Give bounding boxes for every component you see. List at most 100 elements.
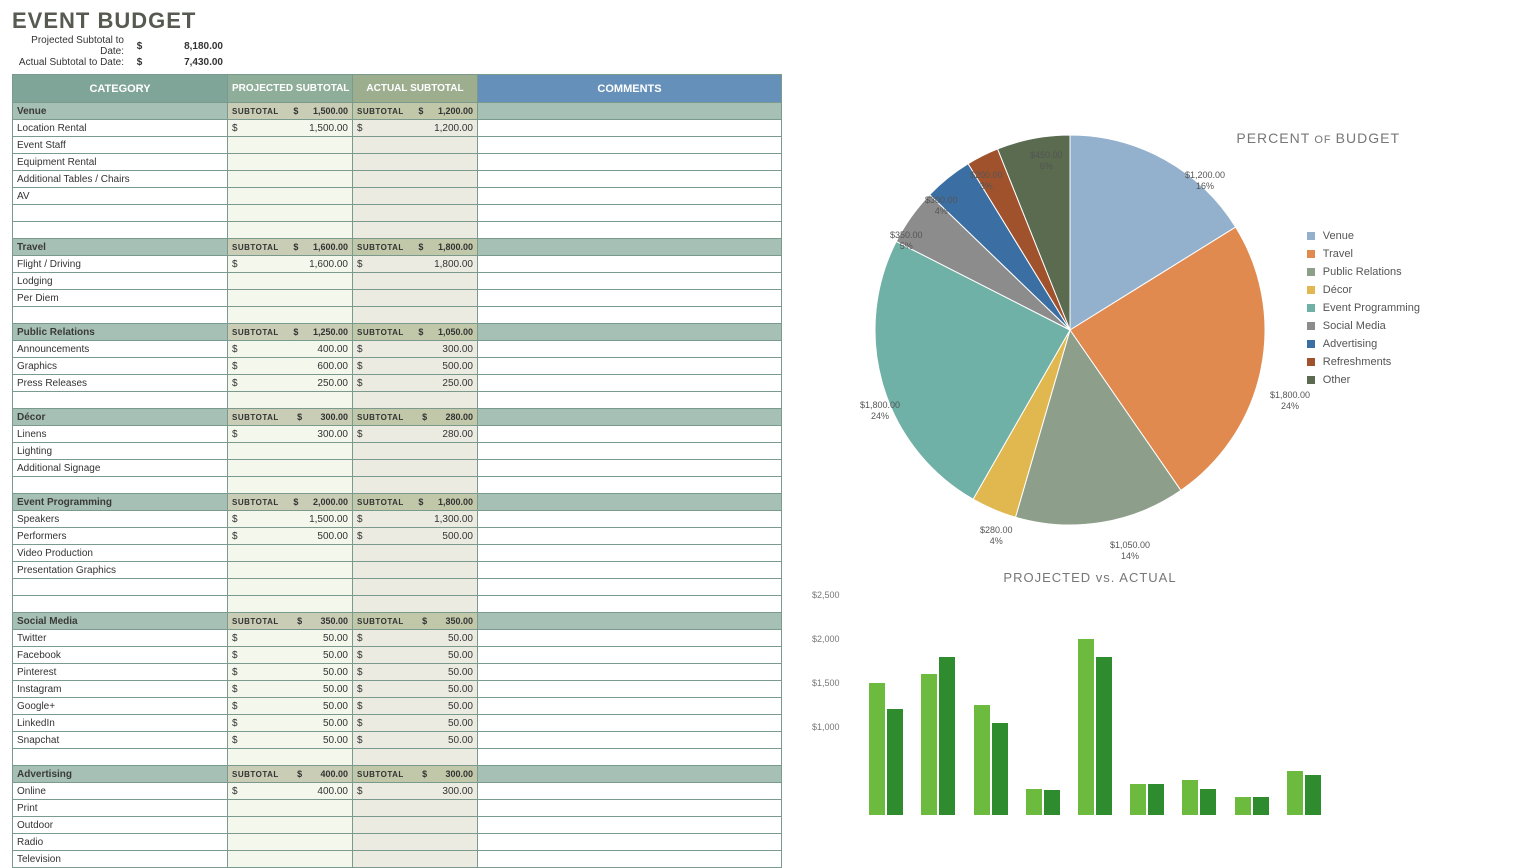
row-label[interactable]: Television bbox=[13, 851, 228, 868]
row-comment[interactable] bbox=[478, 120, 782, 137]
row-projected[interactable] bbox=[228, 579, 353, 596]
section-comment[interactable] bbox=[478, 103, 782, 120]
row-comment[interactable] bbox=[478, 511, 782, 528]
row-projected[interactable]: $1,500.00 bbox=[228, 120, 353, 137]
row-actual[interactable] bbox=[353, 188, 478, 205]
row-label[interactable]: Equipment Rental bbox=[13, 154, 228, 171]
row-comment[interactable] bbox=[478, 188, 782, 205]
row-label[interactable]: Radio bbox=[13, 834, 228, 851]
row-actual[interactable]: $500.00 bbox=[353, 358, 478, 375]
row-projected[interactable] bbox=[228, 800, 353, 817]
row-label[interactable]: AV bbox=[13, 188, 228, 205]
row-comment[interactable] bbox=[478, 647, 782, 664]
row-actual[interactable] bbox=[353, 834, 478, 851]
row-projected[interactable]: $500.00 bbox=[228, 528, 353, 545]
row-actual[interactable]: $250.00 bbox=[353, 375, 478, 392]
row-actual[interactable]: $50.00 bbox=[353, 647, 478, 664]
row-comment[interactable] bbox=[478, 528, 782, 545]
row-actual[interactable] bbox=[353, 443, 478, 460]
row-projected[interactable]: $600.00 bbox=[228, 358, 353, 375]
row-label[interactable]: LinkedIn bbox=[13, 715, 228, 732]
row-comment[interactable] bbox=[478, 851, 782, 868]
row-actual[interactable]: $300.00 bbox=[353, 341, 478, 358]
row-projected[interactable]: $250.00 bbox=[228, 375, 353, 392]
row-label[interactable]: Announcements bbox=[13, 341, 228, 358]
row-actual[interactable]: $300.00 bbox=[353, 783, 478, 800]
row-projected[interactable] bbox=[228, 205, 353, 222]
row-projected[interactable] bbox=[228, 273, 353, 290]
row-projected[interactable]: $400.00 bbox=[228, 783, 353, 800]
row-projected[interactable] bbox=[228, 851, 353, 868]
row-actual[interactable]: $1,200.00 bbox=[353, 120, 478, 137]
row-label[interactable]: Per Diem bbox=[13, 290, 228, 307]
row-actual[interactable]: $50.00 bbox=[353, 664, 478, 681]
row-projected[interactable]: $300.00 bbox=[228, 426, 353, 443]
row-label[interactable]: Graphics bbox=[13, 358, 228, 375]
row-projected[interactable]: $1,600.00 bbox=[228, 256, 353, 273]
section-comment[interactable] bbox=[478, 766, 782, 783]
row-actual[interactable]: $1,800.00 bbox=[353, 256, 478, 273]
row-actual[interactable]: $50.00 bbox=[353, 698, 478, 715]
row-label[interactable]: Google+ bbox=[13, 698, 228, 715]
row-label[interactable]: Online bbox=[13, 783, 228, 800]
row-comment[interactable] bbox=[478, 715, 782, 732]
row-comment[interactable] bbox=[478, 137, 782, 154]
row-projected[interactable] bbox=[228, 188, 353, 205]
row-comment[interactable] bbox=[478, 630, 782, 647]
row-actual[interactable]: $50.00 bbox=[353, 681, 478, 698]
row-label[interactable]: Additional Tables / Chairs bbox=[13, 171, 228, 188]
row-actual[interactable]: $280.00 bbox=[353, 426, 478, 443]
row-projected[interactable] bbox=[228, 290, 353, 307]
row-label[interactable]: Location Rental bbox=[13, 120, 228, 137]
row-label[interactable] bbox=[13, 579, 228, 596]
row-projected[interactable]: $50.00 bbox=[228, 715, 353, 732]
row-actual[interactable] bbox=[353, 851, 478, 868]
row-projected[interactable] bbox=[228, 817, 353, 834]
row-comment[interactable] bbox=[478, 375, 782, 392]
row-actual[interactable] bbox=[353, 137, 478, 154]
row-label[interactable]: Lighting bbox=[13, 443, 228, 460]
section-comment[interactable] bbox=[478, 324, 782, 341]
row-comment[interactable] bbox=[478, 171, 782, 188]
row-label[interactable]: Additional Signage bbox=[13, 460, 228, 477]
row-actual[interactable] bbox=[353, 460, 478, 477]
row-projected[interactable] bbox=[228, 137, 353, 154]
row-label[interactable]: Presentation Graphics bbox=[13, 562, 228, 579]
row-comment[interactable] bbox=[478, 358, 782, 375]
row-projected[interactable] bbox=[228, 460, 353, 477]
row-actual[interactable]: $50.00 bbox=[353, 732, 478, 749]
row-projected[interactable] bbox=[228, 443, 353, 460]
row-actual[interactable] bbox=[353, 273, 478, 290]
row-projected[interactable]: $50.00 bbox=[228, 664, 353, 681]
row-label[interactable]: Instagram bbox=[13, 681, 228, 698]
row-actual[interactable] bbox=[353, 205, 478, 222]
row-comment[interactable] bbox=[478, 732, 782, 749]
row-label[interactable]: Linens bbox=[13, 426, 228, 443]
row-comment[interactable] bbox=[478, 800, 782, 817]
row-actual[interactable]: $50.00 bbox=[353, 630, 478, 647]
row-actual[interactable]: $500.00 bbox=[353, 528, 478, 545]
row-comment[interactable] bbox=[478, 290, 782, 307]
section-comment[interactable] bbox=[478, 494, 782, 511]
row-comment[interactable] bbox=[478, 562, 782, 579]
row-label[interactable]: Pinterest bbox=[13, 664, 228, 681]
row-comment[interactable] bbox=[478, 664, 782, 681]
row-label[interactable]: Snapchat bbox=[13, 732, 228, 749]
row-comment[interactable] bbox=[478, 545, 782, 562]
row-comment[interactable] bbox=[478, 205, 782, 222]
row-label[interactable]: Print bbox=[13, 800, 228, 817]
row-projected[interactable] bbox=[228, 171, 353, 188]
row-actual[interactable] bbox=[353, 154, 478, 171]
row-label[interactable]: Speakers bbox=[13, 511, 228, 528]
row-projected[interactable]: $400.00 bbox=[228, 341, 353, 358]
row-comment[interactable] bbox=[478, 783, 782, 800]
row-comment[interactable] bbox=[478, 698, 782, 715]
row-projected[interactable]: $50.00 bbox=[228, 681, 353, 698]
row-label[interactable]: Flight / Driving bbox=[13, 256, 228, 273]
section-comment[interactable] bbox=[478, 409, 782, 426]
row-actual[interactable] bbox=[353, 171, 478, 188]
row-label[interactable]: Video Production bbox=[13, 545, 228, 562]
row-label[interactable]: Outdoor bbox=[13, 817, 228, 834]
row-comment[interactable] bbox=[478, 817, 782, 834]
row-actual[interactable]: $1,300.00 bbox=[353, 511, 478, 528]
